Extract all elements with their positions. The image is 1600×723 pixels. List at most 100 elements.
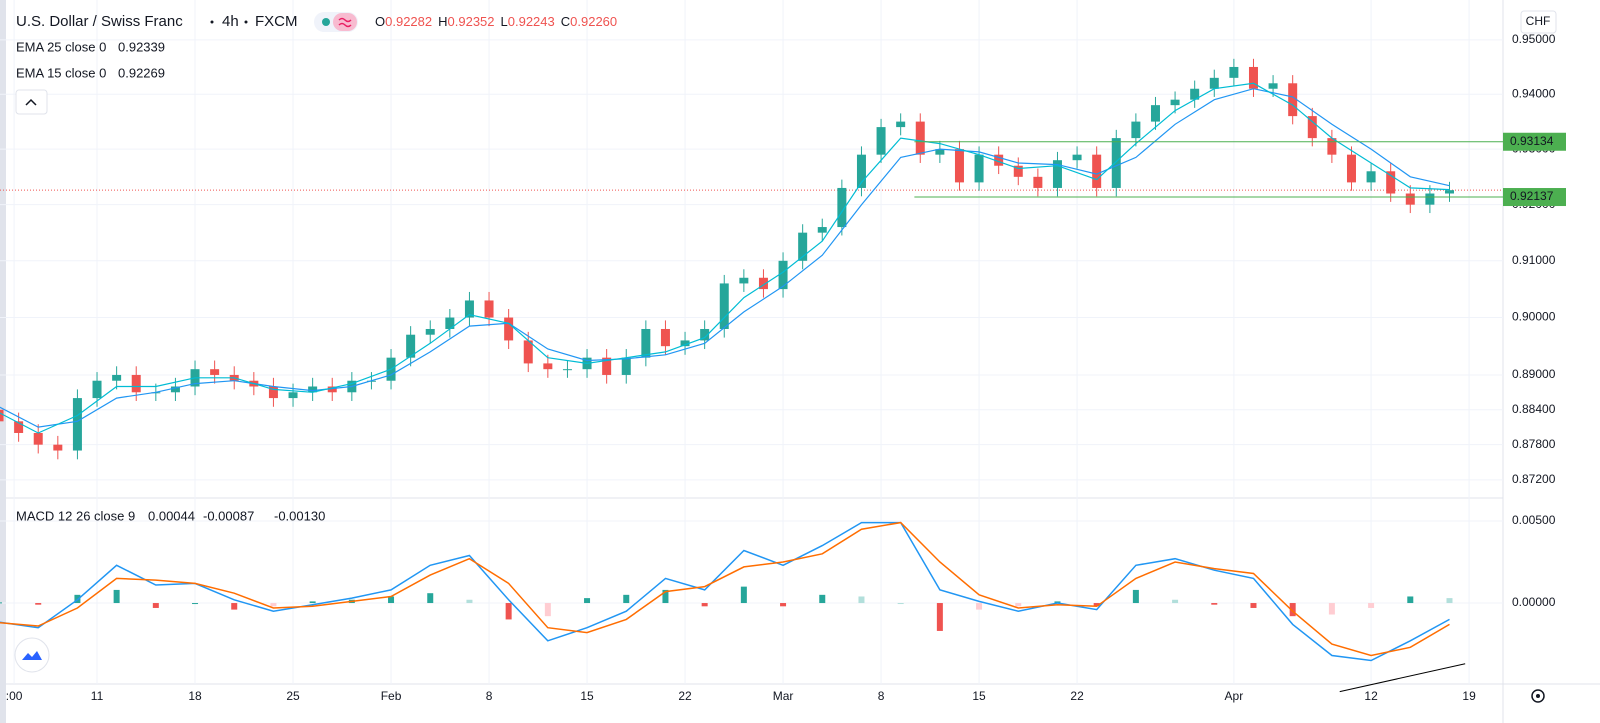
y-tick-label: 0.87200 <box>1512 472 1556 486</box>
y-tick-label: 0.88400 <box>1512 402 1556 416</box>
currency-button[interactable] <box>1520 10 1557 34</box>
candle-body <box>504 317 514 341</box>
ohlc-key: H <box>438 14 447 29</box>
candle-body <box>1444 190 1454 194</box>
ohlc-value: 0.92243 <box>508 14 555 29</box>
x-tick-label: 11 <box>91 689 104 703</box>
interval: 4h <box>222 13 239 30</box>
delay-badge <box>333 13 357 31</box>
ohlc-key: C <box>561 14 570 29</box>
candle-body <box>954 149 964 183</box>
candle-body <box>210 369 220 375</box>
y-tick-label: 0.89000 <box>1512 367 1556 381</box>
candle-body <box>778 260 788 290</box>
candle-body <box>72 398 82 451</box>
histogram-bar <box>1407 596 1414 604</box>
candle-body <box>1425 193 1435 205</box>
histogram-bar <box>270 603 277 607</box>
macd-line <box>0 521 1450 657</box>
x-tick-label: Apr <box>1225 689 1244 703</box>
candle-body <box>935 149 945 155</box>
candle-body <box>641 328 651 358</box>
candle-body <box>974 154 984 183</box>
candle-body <box>1033 176 1043 188</box>
candle-body <box>1386 171 1396 194</box>
candle-body <box>268 386 278 399</box>
x-tick-label: 19 <box>1462 689 1476 703</box>
histogram-bar <box>936 603 943 631</box>
histogram-bar <box>466 599 473 604</box>
histogram-bar <box>701 603 708 607</box>
candle-body <box>0 409 4 422</box>
histogram-bar <box>1250 603 1257 608</box>
candle-body <box>33 432 43 445</box>
level-label: 0.92137 <box>1510 189 1554 203</box>
candle-body <box>1366 171 1376 183</box>
candle-body <box>523 340 533 364</box>
histogram-bar <box>152 603 159 608</box>
level-tag <box>1503 132 1566 151</box>
histogram-bar <box>0 602 3 604</box>
candle-body <box>1327 138 1337 155</box>
x-tick-label: 8 <box>878 689 885 703</box>
ohlc-key: L <box>501 14 508 29</box>
labels: :00 11 18 25 Feb 8 15 22 Mar 8 15 22 Apr 12 19 0.95000 0… <box>6 32 1566 703</box>
macd-readout: -0.00130 <box>274 508 325 523</box>
histogram-bar <box>544 603 551 617</box>
histogram-bar <box>623 594 630 604</box>
x-tick-label: Feb <box>381 689 402 703</box>
candle-body <box>1072 154 1082 161</box>
x-tick-label: 12 <box>1364 689 1378 703</box>
candle-body <box>896 121 906 128</box>
ema-line <box>0 82 1450 434</box>
candle-body <box>621 357 631 375</box>
y-tick-label: 0.00000 <box>1512 595 1556 609</box>
candle-body <box>425 328 435 335</box>
source: FXCM <box>255 13 298 30</box>
logo-mark <box>22 651 42 660</box>
candle-body <box>308 386 318 393</box>
ohlc-value: 0.92260 <box>570 14 617 29</box>
collapse-button[interactable] <box>15 89 48 115</box>
candle-body <box>1150 105 1160 122</box>
ema-line <box>0 88 1450 428</box>
candle-body <box>131 374 141 393</box>
candle-body <box>1288 83 1298 117</box>
histogram-bar <box>388 596 395 604</box>
histogram-bar <box>976 603 983 610</box>
x-tick-label: 18 <box>188 689 202 703</box>
candle-body <box>406 334 416 358</box>
candle-body <box>543 363 553 370</box>
candle-body <box>1248 66 1258 89</box>
candle-body <box>876 127 886 155</box>
candle-body <box>1346 154 1356 183</box>
candle-body <box>856 154 866 188</box>
legend-label: EMA 25 close 0 <box>16 39 106 54</box>
legend-label: EMA 15 close 0 <box>16 65 106 80</box>
grid <box>0 0 1503 684</box>
histogram-bar <box>35 603 42 605</box>
x-tick-label: 15 <box>972 689 986 703</box>
settings-icon[interactable] <box>1531 689 1545 703</box>
marks <box>0 58 1503 693</box>
legend-value: 0.92339 <box>118 39 165 54</box>
logo[interactable] <box>14 637 50 673</box>
candle-body <box>915 121 925 155</box>
y-tick-label: 0.90000 <box>1512 310 1556 324</box>
candle-body <box>1268 83 1278 89</box>
market-status <box>322 18 330 26</box>
histogram-bar <box>897 603 904 605</box>
ohlc-value: 0.92352 <box>448 14 495 29</box>
y-tick-label: 0.87800 <box>1512 437 1556 451</box>
x-tick-label: 15 <box>580 689 594 703</box>
macd-line <box>0 521 1450 662</box>
histogram-bar <box>427 593 434 604</box>
candle-body <box>484 300 494 318</box>
left-edge <box>0 0 6 723</box>
candle-body <box>112 374 122 381</box>
separator-dot <box>244 20 248 24</box>
candle-body <box>1052 160 1062 188</box>
candle-body <box>92 380 102 399</box>
